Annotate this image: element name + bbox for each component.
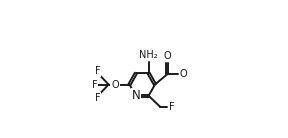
Text: F: F: [169, 102, 175, 112]
Text: O: O: [163, 51, 171, 61]
Text: F: F: [95, 93, 101, 103]
Text: F: F: [95, 66, 101, 76]
Text: O: O: [111, 79, 119, 90]
Text: N: N: [132, 89, 140, 102]
Text: F: F: [92, 79, 98, 90]
Text: O: O: [180, 69, 187, 79]
Text: NH₂: NH₂: [139, 50, 158, 60]
